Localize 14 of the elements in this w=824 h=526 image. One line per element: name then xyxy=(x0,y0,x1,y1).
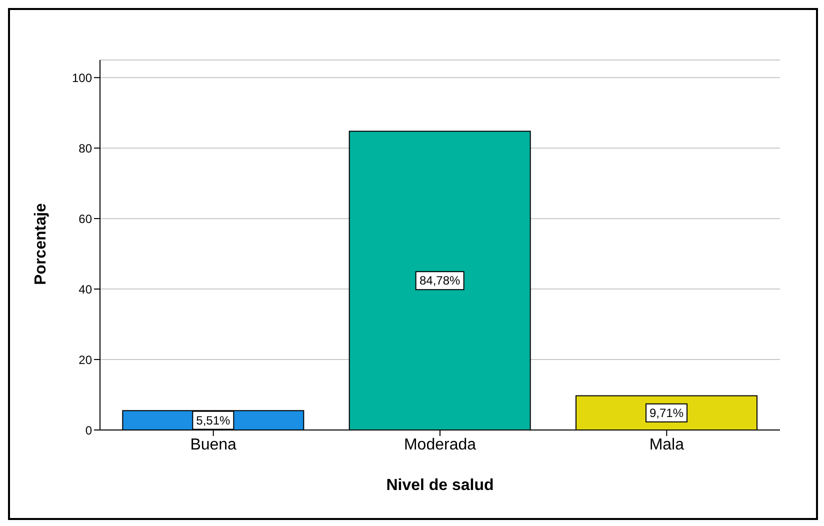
x-tick-label: Mala xyxy=(649,436,684,454)
data-label: 5,51% xyxy=(196,413,231,428)
y-tick-label: 20 xyxy=(78,352,92,367)
x-axis-title: Nivel de salud xyxy=(386,477,494,494)
y-axis-title: Porcentaje xyxy=(32,203,50,285)
y-tick-label: 60 xyxy=(78,212,92,226)
data-label: 84,78% xyxy=(419,274,461,288)
y-tick-label: 80 xyxy=(78,141,92,156)
y-tick-label: 40 xyxy=(78,282,92,296)
y-tick-label: 100 xyxy=(72,70,92,85)
x-tick-label: Moderada xyxy=(404,436,476,454)
x-tick-label: Buena xyxy=(190,436,237,454)
data-label: 9,71% xyxy=(649,406,684,420)
y-tick-label: 0 xyxy=(85,423,92,438)
